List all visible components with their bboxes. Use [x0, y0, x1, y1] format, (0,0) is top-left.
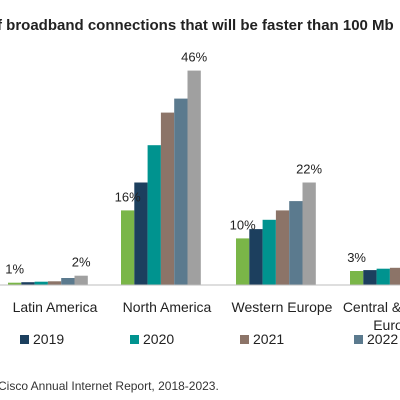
bar: [174, 98, 188, 285]
legend-label: 2022: [367, 331, 398, 347]
data-label: 10%: [230, 217, 256, 232]
data-labels: 1% 2% 16% 46% 10% 22% 3%: [5, 50, 366, 277]
bar: [61, 278, 75, 285]
source-note: Cisco Annual Internet Report, 2018-2023.: [0, 379, 219, 393]
bar: [376, 268, 390, 285]
category-label: North America: [123, 299, 212, 315]
bar: [249, 229, 263, 285]
legend-label: 2019: [33, 331, 64, 347]
bar: [236, 238, 250, 285]
category-label: Euro: [373, 317, 400, 333]
bar: [21, 282, 35, 285]
bars-group: [8, 70, 400, 285]
bar: [47, 281, 62, 285]
legend-swatch: [240, 335, 249, 344]
category-label: Latin America: [13, 299, 98, 315]
bar: [160, 112, 175, 285]
bar: [121, 210, 135, 285]
legend-label: 2021: [253, 331, 284, 347]
data-label: 46%: [181, 50, 207, 65]
category-label: Western Europe: [232, 299, 333, 315]
bar: [262, 219, 276, 285]
bar: [363, 270, 377, 285]
legend: 2019 2020 2021 2022: [20, 331, 398, 347]
bar: [289, 201, 303, 285]
bar: [302, 182, 316, 285]
bar: [187, 70, 201, 285]
data-label: 16%: [115, 189, 141, 204]
legend-swatch: [354, 335, 363, 344]
category-label: Central &: [343, 299, 400, 315]
legend-label: 2020: [143, 331, 174, 347]
bar: [134, 182, 148, 285]
bar: [275, 210, 290, 285]
bar: [34, 281, 48, 285]
bar: [389, 267, 400, 285]
bar: [74, 275, 88, 285]
legend-swatch: [130, 335, 139, 344]
bar: [147, 145, 161, 285]
bar: [350, 271, 364, 285]
data-label: 2%: [72, 255, 91, 270]
data-label: 22%: [296, 162, 322, 177]
legend-swatch: [20, 335, 29, 344]
data-label: 1%: [5, 262, 24, 277]
chart-title: f broadband connections that will be fas…: [0, 17, 394, 34]
category-labels: Latin America North America Western Europe…: [13, 299, 400, 333]
bar: [8, 282, 22, 285]
data-label: 3%: [347, 250, 366, 265]
